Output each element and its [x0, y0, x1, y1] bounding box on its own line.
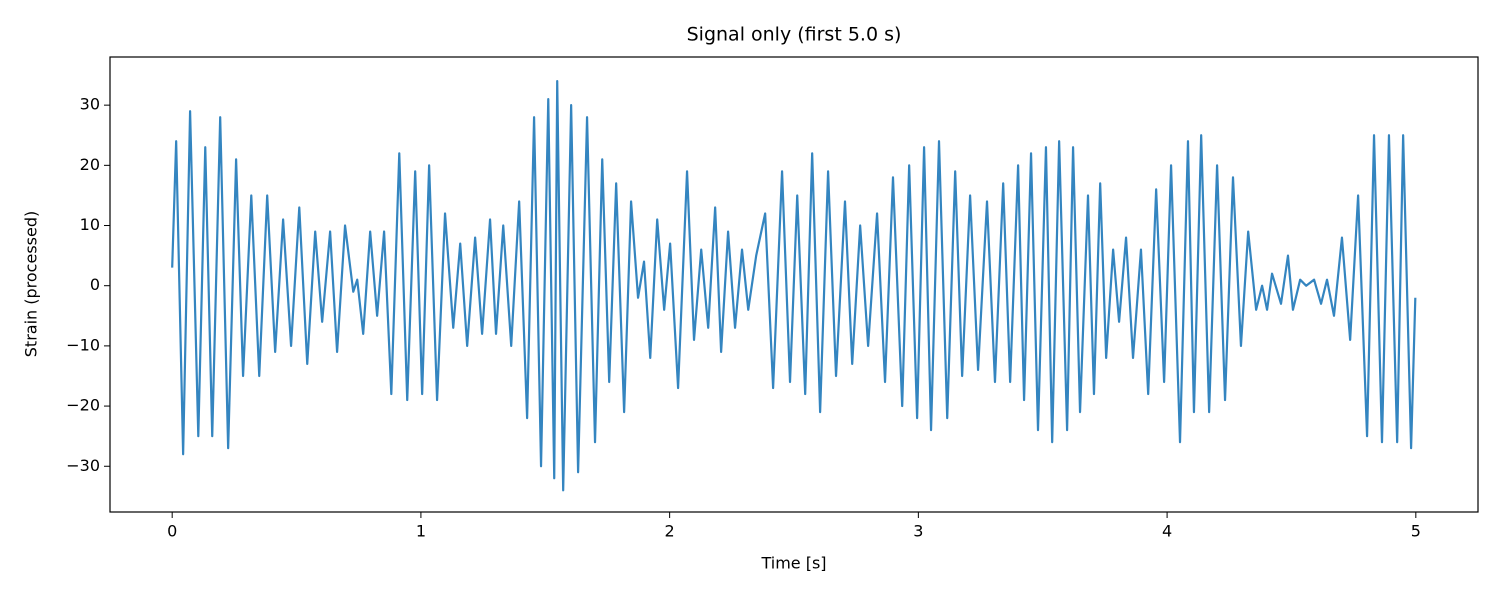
- y-axis-label: Strain (processed): [22, 211, 41, 357]
- x-tick-label: 5: [1411, 522, 1421, 541]
- y-tick-label: 10: [80, 215, 100, 234]
- x-axis-label: Time [s]: [760, 554, 826, 573]
- x-tick-label: 3: [913, 522, 923, 541]
- x-tick-label: 4: [1162, 522, 1172, 541]
- y-tick-label: 0: [90, 275, 100, 294]
- y-tick-label: 30: [80, 95, 100, 114]
- plot-frame: [109, 56, 1479, 513]
- x-tick-label: 0: [167, 522, 177, 541]
- y-tick-label: 20: [80, 155, 100, 174]
- x-tick-label: 1: [416, 522, 426, 541]
- x-tick-label: 2: [665, 522, 675, 541]
- y-tick-label: −30: [66, 456, 100, 475]
- signal-line: [171, 79, 1417, 492]
- y-tick-label: −10: [66, 335, 100, 354]
- chart-title: Signal only (first 5.0 s): [687, 24, 902, 46]
- y-tick-label: −20: [66, 396, 100, 415]
